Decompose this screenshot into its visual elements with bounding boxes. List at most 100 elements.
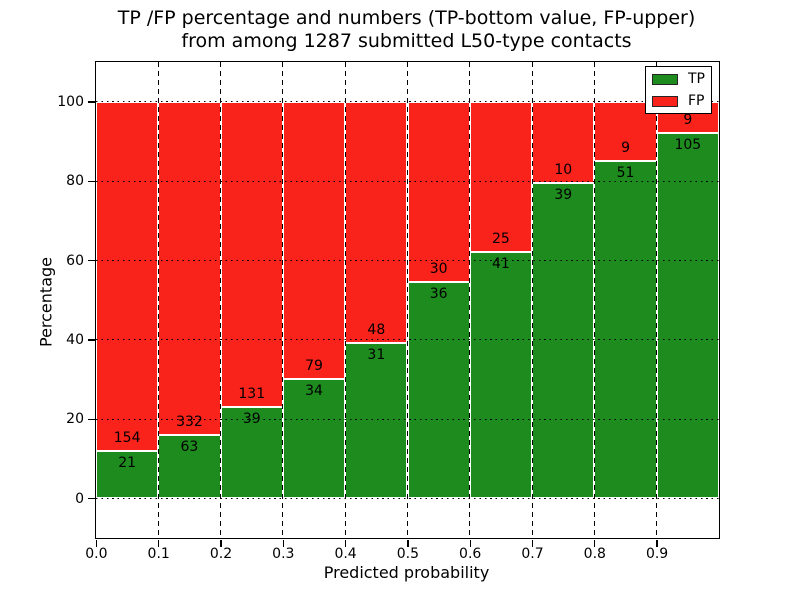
tp-bar — [656, 132, 719, 499]
tp-count-label: 31 — [367, 346, 386, 363]
y-tick-label: 0 — [75, 490, 84, 507]
x-tick-label: 0.7 — [521, 546, 544, 562]
chart-title-line1: TP /FP percentage and numbers (TP-bottom… — [117, 7, 696, 29]
tp-bar — [158, 435, 221, 499]
tp-count-label: 36 — [429, 285, 448, 302]
x-tick-label: 0.0 — [85, 546, 108, 562]
tp-count-label: 105 — [674, 136, 702, 153]
y-tick — [88, 101, 95, 103]
x-tick-label: 0.2 — [209, 546, 233, 562]
y-tick — [88, 339, 95, 341]
fp-bar — [220, 101, 283, 408]
h-gridline — [96, 497, 719, 499]
h-gridline — [96, 180, 719, 182]
tp-count-label: 51 — [616, 165, 635, 182]
x-tick-label: 0.9 — [645, 546, 669, 562]
y-tick — [88, 260, 95, 262]
h-gridline — [96, 339, 719, 341]
legend: TP FP — [645, 66, 712, 114]
y-tick — [88, 498, 95, 500]
tp-bar — [220, 407, 283, 499]
tp-bar — [407, 281, 470, 499]
fp-count-label: 48 — [367, 321, 386, 338]
x-tick-label: 0.8 — [583, 546, 606, 562]
chart-title: TP /FP percentage and numbers (TP-bottom… — [95, 7, 718, 52]
x-tick-label: 0.5 — [396, 546, 420, 562]
fp-count-label: 10 — [554, 161, 573, 178]
tp-bar — [594, 161, 657, 499]
v-gridline — [220, 62, 222, 538]
x-tick — [282, 539, 284, 547]
y-tick-label: 60 — [66, 252, 84, 269]
x-tick-label: 0.4 — [334, 546, 357, 562]
y-tick-label: 100 — [57, 94, 84, 111]
v-gridline — [593, 62, 595, 538]
x-tick — [407, 539, 409, 547]
tp-bar — [469, 251, 533, 499]
legend-label-fp: FP — [688, 93, 705, 109]
fp-count-label: 79 — [305, 357, 323, 374]
tp-bar — [532, 182, 595, 499]
v-gridline — [157, 62, 159, 538]
v-gridline — [656, 62, 658, 538]
x-tick — [469, 539, 471, 547]
x-axis-label: Predicted probability — [323, 563, 490, 582]
legend-swatch-fp — [652, 95, 678, 107]
tp-count-label: 63 — [180, 439, 199, 456]
legend-row-tp: TP — [652, 71, 705, 87]
x-tick — [531, 539, 534, 547]
tp-bar — [96, 450, 159, 499]
tp-count-label: 39 — [554, 186, 573, 203]
tp-count-label: 39 — [242, 411, 261, 428]
y-tick-label: 20 — [66, 411, 84, 428]
tp-bar — [345, 342, 408, 499]
fp-count-label: 154 — [113, 429, 141, 446]
v-gridline — [407, 62, 408, 538]
fp-count-label: 30 — [429, 260, 448, 277]
x-tick — [656, 539, 658, 547]
v-gridline — [282, 62, 284, 538]
v-gridline — [469, 62, 471, 538]
tp-count-label: 21 — [118, 454, 137, 471]
legend-row-fp: FP — [652, 93, 705, 109]
v-gridline — [531, 62, 533, 538]
fp-bar — [96, 101, 159, 451]
fp-bar — [282, 101, 346, 379]
y-tick-label: 80 — [66, 173, 84, 190]
x-tick — [158, 539, 160, 547]
x-tick-label: 0.1 — [147, 546, 170, 562]
x-tick — [594, 539, 596, 547]
x-tick — [344, 539, 347, 547]
fp-count-label: 25 — [492, 230, 510, 247]
y-tick — [88, 180, 95, 183]
tp-count-label: 41 — [492, 255, 510, 272]
x-tick — [95, 539, 98, 547]
fp-count-label: 332 — [176, 414, 203, 431]
tp-bar — [282, 378, 346, 499]
h-gridline — [96, 101, 719, 103]
x-tick — [220, 539, 222, 547]
y-tick — [88, 418, 95, 421]
legend-swatch-tp — [652, 73, 678, 85]
fp-count-label: 9 — [621, 140, 631, 157]
h-gridline — [96, 259, 719, 261]
fp-count-label: 9 — [683, 111, 693, 128]
fp-bar — [407, 101, 470, 282]
x-tick-label: 0.6 — [459, 546, 482, 562]
plot-area: 154 21 332 63 131 39 79 34 48 31 30 36 25 41 10 39 9 51 9 1… — [95, 61, 720, 539]
tp-count-label: 34 — [305, 382, 323, 399]
chart-title-line2: from among 1287 submitted L50-type conta… — [181, 29, 632, 52]
fp-bar — [469, 101, 533, 252]
fp-count-label: 131 — [238, 386, 266, 403]
fp-bar — [345, 101, 408, 343]
legend-label-tp: TP — [688, 71, 705, 87]
y-tick-label: 40 — [66, 332, 84, 349]
fp-bar — [532, 101, 595, 183]
gridlines-layer — [96, 62, 719, 538]
bars-layer — [96, 62, 719, 538]
h-gridline — [96, 418, 719, 420]
v-gridline — [344, 62, 346, 538]
fp-bar — [158, 101, 221, 436]
bar-labels-layer: 154 21 332 63 131 39 79 34 48 31 30 36 25 41 10 39 9 51 9 1… — [96, 62, 719, 538]
